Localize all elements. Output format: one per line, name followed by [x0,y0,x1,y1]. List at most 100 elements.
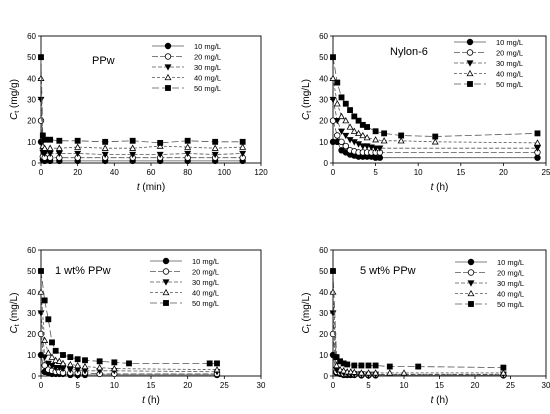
y-tick-label: 40 [319,74,328,83]
data-point [184,137,191,144]
data-point [338,128,345,135]
data-point [333,118,341,125]
data-point [48,353,56,360]
data-point [500,364,507,371]
series-20-mg-l [329,117,541,156]
data-point [357,369,365,376]
y-tick-label: 60 [319,246,328,255]
y-tick-label: 30 [319,309,328,318]
legend-marker [467,269,475,276]
legend-label: 50 mg/L [192,299,219,308]
data-point [350,127,358,134]
data-point [338,112,345,120]
y-tick-label: 0 [324,372,329,381]
data-point [82,357,88,364]
data-point [37,96,45,104]
x-tick-label: 120 [254,168,268,177]
y-tick-label: 20 [27,330,36,339]
data-point [534,154,541,161]
data-point [66,360,74,368]
x-tick-label: 0 [39,168,44,177]
data-point [96,358,103,365]
data-point [333,100,341,107]
legend-label: 10 mg/L [192,257,219,266]
data-point [329,74,337,81]
y-axis-label: Ct (mg/L) [301,79,313,120]
panel-title: 1 wt% PPw [55,265,111,277]
data-point [340,367,348,374]
data-point [111,359,118,366]
x-tick-label: 10 [414,168,423,177]
y-axis-label: Ct (mg/g) [9,79,21,120]
legend-marker [162,257,170,265]
panel-title: PPw [92,55,115,67]
x-tick-label: 15 [435,381,444,390]
data-point [56,137,63,144]
data-point [157,139,164,146]
legend-label: 40 mg/L [496,70,523,79]
data-point [66,367,74,374]
data-point [364,124,370,130]
legend-label: 50 mg/L [497,300,524,309]
data-point [365,369,372,376]
data-point [38,54,44,61]
y-tick-label: 60 [27,246,36,255]
legend: 10 mg/L 20 mg/L30 mg/L 40 mg/L50 mg/L [152,42,221,93]
legend-label: 20 mg/L [192,268,219,277]
data-point [110,365,118,372]
data-point [534,145,541,152]
legend-label: 40 mg/L [194,74,221,83]
series-50-mg-l [38,268,220,367]
legend-marker [468,301,474,307]
y-tick-label: 20 [319,330,328,339]
data-point [346,123,354,130]
legend-marker [164,64,172,71]
series-50-mg-l [330,268,507,371]
y-tick-label: 10 [319,351,328,360]
y-tick-label: 10 [27,138,36,147]
legend-marker [162,279,170,286]
legend-marker [467,81,473,87]
data-point [74,137,81,144]
x-tick-label: 30 [542,381,550,390]
data-point [330,54,336,61]
data-point [239,138,246,145]
y-tick-label: 60 [319,32,328,41]
data-point [239,143,247,150]
data-point [41,297,48,304]
y-tick-label: 40 [27,288,36,297]
x-tick-label: 25 [220,381,229,390]
y-tick-label: 30 [27,96,36,105]
y-tick-label: 50 [319,267,328,276]
data-point [355,117,362,124]
data-point [41,336,49,343]
data-point [156,151,164,159]
data-point [376,154,384,161]
legend-marker [162,268,170,275]
data-point [372,136,380,143]
data-point [336,366,344,373]
data-point [206,360,213,367]
data-point [347,107,353,114]
data-point [334,132,341,139]
x-tick-label: 25 [542,168,550,177]
data-point [380,137,388,144]
legend-marker [467,280,475,287]
x-tick-label: 0 [39,381,44,390]
legend-marker [163,300,169,306]
data-point [41,136,48,143]
data-point [37,117,45,124]
data-point [338,94,345,101]
y-tick-label: 0 [32,159,37,168]
x-tick-label: 100 [218,168,232,177]
x-tick-label: 15 [456,168,465,177]
data-point [334,79,341,86]
data-point [102,138,109,145]
x-tick-label: 0 [331,168,336,177]
data-point [431,138,439,145]
x-tick-label: 40 [110,168,119,177]
data-point [329,96,337,104]
data-point [101,144,109,151]
x-tick-label: 20 [499,168,508,177]
